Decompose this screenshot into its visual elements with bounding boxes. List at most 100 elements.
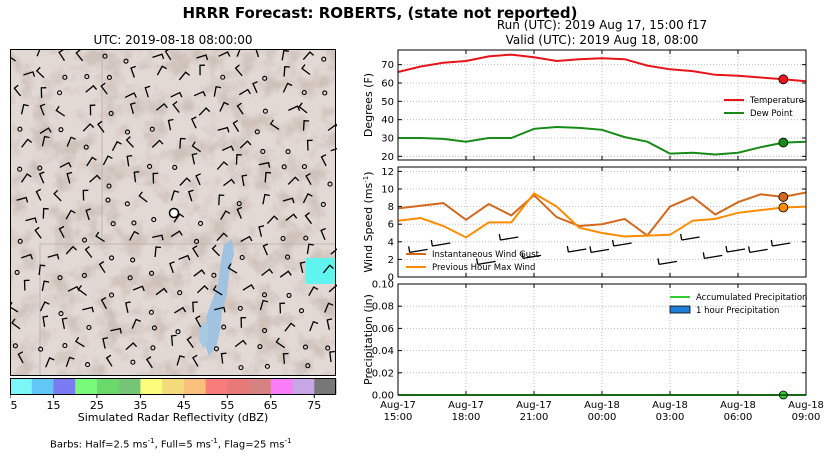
wind-barb: [589, 246, 610, 254]
run-time: Run (UTC): 2019 Aug 17, 15:00 f17: [496, 18, 708, 32]
wind-barb: [178, 254, 191, 261]
plot-frame: [397, 166, 807, 278]
wind-barb: [216, 161, 229, 170]
colorbar-tick-label: 35: [133, 399, 147, 412]
colorbar-cell: [96, 378, 120, 395]
wind-barb: [198, 107, 211, 116]
wind-barb: [329, 350, 335, 363]
calm-wind-marker: [17, 126, 23, 132]
valid-time: Valid (UTC): 2019 Aug 18, 08:00: [505, 33, 699, 47]
wind-barb: [186, 336, 194, 348]
calm-wind-marker: [177, 290, 183, 296]
wind-barb: [21, 138, 33, 148]
y-tick-label: 0.00: [372, 391, 394, 402]
wind-barb: [408, 246, 428, 254]
wind-barb: [102, 155, 113, 166]
lake: [205, 239, 234, 356]
wind-barb: [65, 209, 76, 220]
wind-barb: [10, 50, 16, 62]
wind-barb: [58, 49, 66, 62]
wind-barb: [320, 227, 326, 240]
wind-barb: [702, 252, 723, 260]
wind-barb: [192, 245, 199, 258]
wind-barb: [218, 194, 225, 206]
wind-barb: [476, 258, 496, 266]
wind-barb: [612, 239, 632, 247]
legend: Instantaneous Wind Gust Previous Hour Max…: [406, 250, 540, 273]
wind-barb: [89, 104, 96, 116]
wind-barb: [330, 248, 337, 255]
wind-barb: [86, 156, 97, 167]
wind-barb: [241, 174, 248, 187]
map-title: UTC: 2019-08-18 08:00:00: [93, 33, 253, 47]
wind-barb: [192, 301, 198, 313]
wind-barb: [66, 171, 73, 184]
wind-barb: [725, 245, 746, 253]
legend-entry: Instantaneous Wind Gust: [432, 250, 540, 260]
wind-barb: [144, 85, 151, 98]
colorbar-tick-label: 45: [177, 399, 191, 412]
wind-barb: [170, 91, 183, 98]
colorbar-tick-label: 25: [90, 399, 104, 412]
calm-wind-marker: [301, 89, 307, 96]
wind-barb: [111, 140, 122, 151]
calm-wind-marker: [58, 311, 64, 317]
calm-wind-marker: [130, 359, 136, 365]
current-value-marker: [778, 74, 789, 85]
calm-wind-marker: [261, 292, 268, 298]
calm-wind-marker: [37, 165, 43, 171]
calm-wind-marker: [147, 163, 153, 170]
wind-barb: [304, 212, 313, 225]
calm-wind-marker: [280, 235, 286, 242]
calm-wind-marker: [257, 344, 263, 350]
wind-barb: [219, 101, 229, 112]
y-tick-label: 0: [388, 273, 394, 284]
calm-wind-marker: [325, 345, 331, 351]
calm-wind-marker: [148, 309, 154, 315]
y-tick-label: 10: [381, 185, 394, 196]
wind-barb: [58, 225, 65, 238]
colorbar: 5 15 25 35 45 55 65 75: [10, 378, 337, 412]
wind-barb: [196, 284, 209, 294]
wind-barb: [85, 208, 92, 221]
y-tick-label: 40: [381, 115, 394, 126]
wind-barb: [126, 154, 133, 167]
wind-barb: [288, 105, 301, 111]
wind-barb: [262, 193, 270, 205]
calm-wind-marker: [262, 328, 268, 334]
wind-barb: [95, 231, 105, 243]
wind-barb: [521, 252, 542, 260]
wind-barb: [125, 136, 134, 148]
series-line: [397, 191, 807, 237]
wind-barb: [770, 239, 791, 247]
y-tick-label: 0.08: [372, 302, 394, 313]
calm-wind-marker: [320, 201, 326, 208]
calm-wind-marker: [284, 254, 291, 260]
wind-barb: [281, 49, 289, 61]
wind-barb: [10, 301, 19, 313]
wind-barb: [35, 66, 45, 79]
wind-barb: [85, 84, 98, 93]
wind-barb: [657, 258, 678, 266]
map-frame: [10, 49, 336, 376]
chart-panel-1: 20 30 40 50 60 70 Degrees (F) Temperature Dew Po…: [362, 49, 807, 163]
wind-barb: [173, 213, 185, 223]
wind-barb: [35, 188, 42, 201]
wind-barb: [306, 243, 315, 255]
wind-barb: [252, 81, 258, 94]
wind-barb: [11, 318, 21, 330]
wind-barb: [302, 120, 310, 131]
wind-barb: [98, 261, 106, 274]
series-line: [398, 125, 807, 156]
colorbar-cell: [53, 378, 76, 395]
series-line: [397, 192, 807, 239]
wind-barb: [179, 137, 186, 149]
wind-barb: [196, 54, 209, 61]
wind-barb: [216, 232, 228, 242]
calm-wind-marker: [301, 164, 307, 170]
wind-barb: [236, 102, 244, 115]
wind-barb: [125, 342, 138, 351]
wind-barb: [125, 301, 131, 313]
wind-barb: [279, 270, 292, 278]
